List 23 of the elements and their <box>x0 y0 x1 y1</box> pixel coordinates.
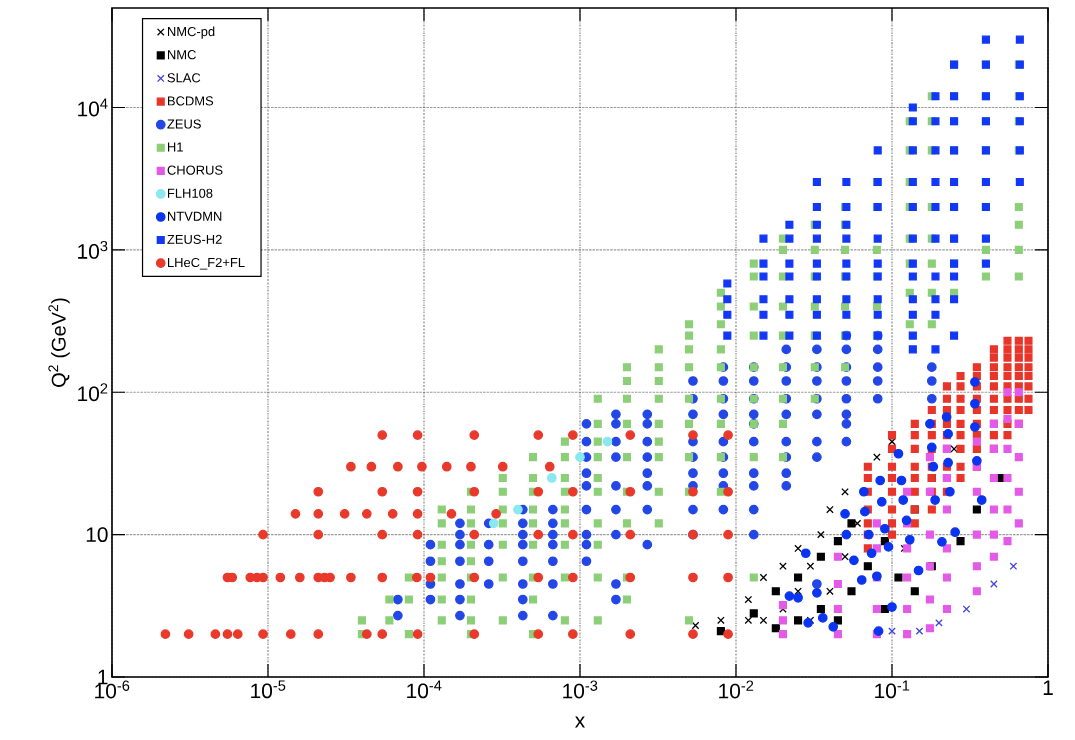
legend-label: LHeC_F2+FL <box>167 257 245 270</box>
legend-label: ZEUS-H2 <box>167 234 222 244</box>
y-tick-label: 10$^{3}$ <box>78 240 108 259</box>
legend-label: H1 <box>167 142 183 152</box>
legend-label: NTVDMN <box>167 211 222 221</box>
x-tick-label: 10$^{-3}$ <box>563 680 598 699</box>
legend-label: CHORUS <box>167 165 223 175</box>
x-tick-label: 1 <box>1043 680 1053 695</box>
legend-label: FLH108 <box>167 188 213 198</box>
x-axis-title: x <box>575 716 585 728</box>
y-tick-label: 10$^{2}$ <box>78 383 108 402</box>
x-tick-label: 10$^{-5}$ <box>251 680 286 699</box>
y-axis-title: Q$^{2}$ (GeV$^{2}$) <box>48 298 70 387</box>
x-tick-label: 10$^{-2}$ <box>719 680 754 699</box>
y-tick-label: 10$^{4}$ <box>78 98 108 117</box>
legend-label: ZEUS <box>167 119 201 129</box>
legend-label: NMC <box>167 50 196 60</box>
x-tick-label: 10$^{-1}$ <box>875 680 910 699</box>
legend-label: SLAC <box>167 73 201 83</box>
legend-label: BCDMS <box>167 96 214 106</box>
y-tick-label: 10 <box>86 527 108 543</box>
legend-label: NMC-pd <box>167 26 215 39</box>
x-tick-label: 10$^{-4}$ <box>407 680 442 699</box>
